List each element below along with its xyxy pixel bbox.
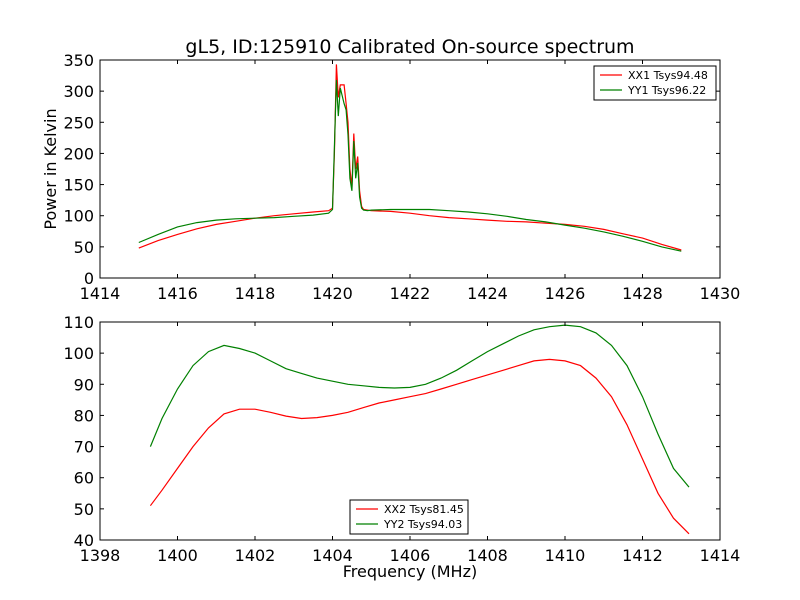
x-tick-label: 1408: [467, 546, 508, 565]
y-tick-label: 100: [63, 207, 94, 226]
y-tick-label: 0: [84, 269, 94, 288]
x-tick-label: 1410: [545, 546, 586, 565]
y-tick-label: 70: [74, 438, 94, 457]
x-tick-label: 1412: [622, 546, 663, 565]
series-line-1: [149, 358, 690, 535]
legend-entry: YY2 Tsys94.03: [383, 518, 462, 531]
y-tick-label: 90: [74, 375, 94, 394]
x-tick-label: 1426: [545, 284, 586, 303]
x-tick-label: 1430: [700, 284, 741, 303]
x-tick-label: 1398: [80, 546, 121, 565]
x-tick-label: 1404: [312, 546, 353, 565]
y-tick-label: 350: [63, 51, 94, 70]
series-line-2: [138, 79, 682, 252]
y-tick-label: 50: [74, 500, 94, 519]
y-tick-label: 50: [74, 238, 94, 257]
y-tick-label: 60: [74, 469, 94, 488]
x-tick-label: 1428: [622, 284, 663, 303]
y-tick-label: 150: [63, 176, 94, 195]
x-tick-label: 1414: [700, 546, 741, 565]
legend-entry: YY1 Tsys96.22: [627, 84, 706, 97]
y-tick-label: 40: [74, 531, 94, 550]
y-tick-label: 110: [63, 313, 94, 332]
bottom-plot: 1398 1400 1402 1404 1406 1408 1410 1412 1414 40 50…: [63, 313, 740, 581]
legend-entry: XX2 Tsys81.45: [384, 503, 464, 516]
y-tick-label: 200: [63, 144, 94, 163]
x-tick-label: 1424: [467, 284, 508, 303]
x-tick-label: 1400: [157, 546, 198, 565]
legend: XX2 Tsys81.45 YY2 Tsys94.03: [349, 499, 469, 535]
x-tick-label: 1414: [80, 284, 121, 303]
y-tick-label: 300: [63, 82, 94, 101]
x-tick-label: 1402: [235, 546, 276, 565]
legend: XX1 Tsys94.48 YY1 Tsys96.22: [593, 65, 717, 101]
x-tick-label: 1422: [390, 284, 431, 303]
y-tick-label: 80: [74, 406, 94, 425]
x-tick-label: 1406: [390, 546, 431, 565]
y-tick-label: 250: [63, 113, 94, 132]
legend-entry: XX1 Tsys94.48: [628, 69, 708, 82]
x-tick-label: 1420: [312, 284, 353, 303]
x-tick-label: 1418: [235, 284, 276, 303]
y-axis-label: Power in Kelvin: [41, 108, 60, 229]
legend-box: [349, 499, 469, 535]
x-axis-label: Frequency (MHz): [343, 562, 477, 581]
x-tick-label: 1416: [157, 284, 198, 303]
top-plot: 1414 1416 1418 1420 1422 1424 1426 1428 1430 0 50 1…: [41, 51, 740, 303]
chart-title: gL5, ID:125910 Calibrated On-source spec…: [185, 36, 634, 58]
y-tick-label: 100: [63, 344, 94, 363]
series-line-2: [149, 324, 690, 488]
legend-box: [593, 65, 717, 101]
